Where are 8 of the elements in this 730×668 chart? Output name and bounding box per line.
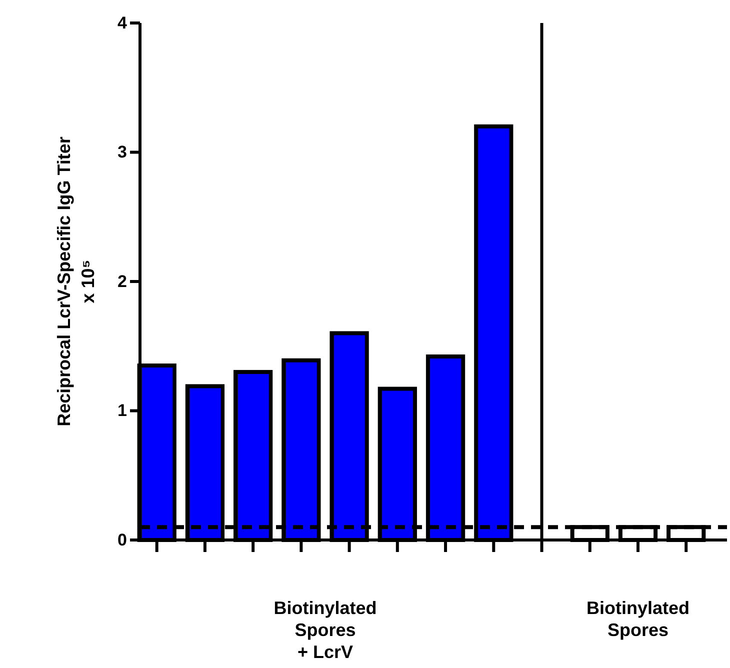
y-axis-title: Reciprocal LcrV-Specific IgG Titer x 10⁵ (54, 136, 98, 426)
y-tick-label: 0 (118, 530, 127, 550)
text: Biotinylated Spores (586, 598, 690, 640)
y-tick-label: 2 (118, 272, 127, 291)
y-tick-label: 3 (118, 142, 127, 162)
text: Biotinylated Spores + LcrV (274, 598, 377, 662)
y-tick-label: 1 (118, 401, 127, 420)
y-tick-label: 4 (118, 13, 128, 32)
